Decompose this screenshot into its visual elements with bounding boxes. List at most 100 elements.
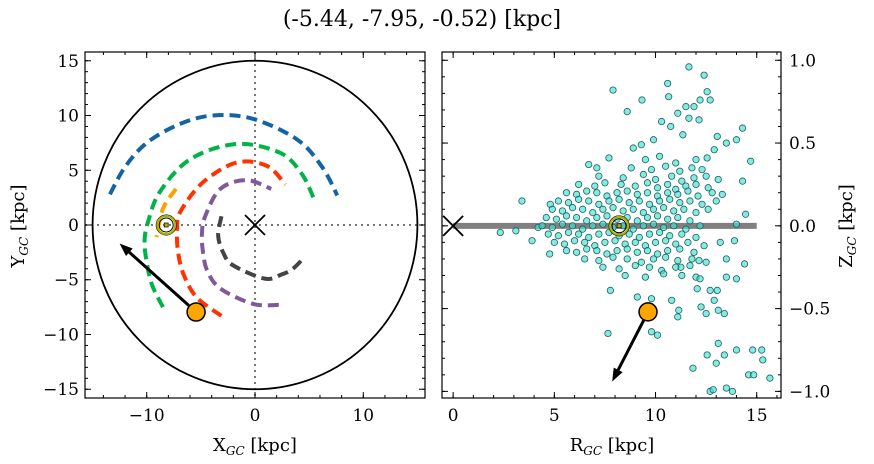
y-tick-label: −10 <box>43 325 79 345</box>
scatter-point <box>589 222 597 230</box>
scatter-point <box>664 189 672 197</box>
scatter-point <box>704 205 712 213</box>
scatter-point <box>615 195 623 203</box>
scatter-point <box>732 346 741 354</box>
scatter-point <box>657 117 666 126</box>
scatter-point <box>708 189 716 197</box>
scatter-point <box>672 263 680 271</box>
spiral-arm-red_arm <box>174 159 287 318</box>
scatter-point <box>583 245 591 253</box>
sun-marker-inner <box>611 218 627 234</box>
scatter-point <box>575 180 583 189</box>
scatter-point <box>655 152 664 160</box>
scatter-point <box>684 238 692 246</box>
scatter-point <box>700 71 708 79</box>
scatter-point <box>609 86 617 94</box>
scatter-point <box>716 238 724 246</box>
scatter-point <box>675 306 683 314</box>
scatter-point <box>655 197 664 205</box>
scatter-point <box>641 156 650 164</box>
scatter-point <box>674 109 682 117</box>
velocity-arrow-head <box>119 243 133 257</box>
scatter-point <box>678 271 686 280</box>
scatter-point <box>685 114 693 122</box>
scatter-point <box>548 205 556 213</box>
scatter-point <box>645 200 654 208</box>
scatter-point <box>655 228 664 237</box>
galaxy-boundary-circle <box>91 59 419 391</box>
scatter-point <box>599 220 607 228</box>
scatter-point <box>595 256 603 265</box>
scatter-point <box>666 195 674 203</box>
scatter-point <box>601 238 609 246</box>
spiral-arm-blue_arm <box>108 113 340 197</box>
y-tick-label: 0 <box>68 216 79 236</box>
scatter-point <box>690 103 698 111</box>
scatter-point <box>690 248 698 256</box>
scatter-point <box>633 248 641 256</box>
scatter-point <box>605 197 613 205</box>
scatter-point <box>585 160 593 169</box>
scatter-point <box>635 197 643 205</box>
scatter-point <box>653 212 662 220</box>
scatter-point <box>688 164 696 172</box>
velocity-arrow-head <box>612 367 623 382</box>
scatter-point <box>682 103 690 111</box>
scatter-point <box>684 187 692 195</box>
scatter-point <box>617 180 625 189</box>
scatter-point <box>672 240 680 248</box>
figure-title: (-5.44, -7.95, -0.52) [kpc] <box>283 7 561 32</box>
scatter-point <box>750 371 758 379</box>
scatter-point <box>653 331 662 339</box>
velocity-arrow-shaft <box>128 251 198 314</box>
scatter-point <box>704 184 712 192</box>
scatter-point <box>562 189 571 197</box>
scatter-point <box>674 313 682 321</box>
scatter-point <box>595 172 603 180</box>
scatter-point <box>572 213 581 222</box>
scatter-point <box>653 184 662 192</box>
scatter-point <box>692 180 700 189</box>
scatter-point <box>575 230 583 238</box>
scatter-point <box>703 88 711 96</box>
scatter-point <box>643 213 652 222</box>
y-tick-label: −15 <box>43 380 79 400</box>
scatter-point <box>637 141 645 149</box>
scatter-point <box>692 233 700 242</box>
scatter-point <box>599 263 607 271</box>
scatter-point <box>631 261 639 270</box>
scatter-point <box>637 258 645 266</box>
scatter-point <box>542 213 550 222</box>
scatter-point <box>649 205 658 213</box>
scatter-point <box>638 96 646 104</box>
scatter-point <box>712 197 720 205</box>
xy-plane-panel: −10 0 10 −15 −10 −5 0 5 10 15 XGC [kpc] YGC [kpc] <box>8 51 426 458</box>
scatter-point <box>664 79 672 88</box>
scatter-point <box>682 225 690 233</box>
scatter-point <box>579 205 587 213</box>
scatter-point <box>629 205 637 213</box>
scatter-point <box>647 165 656 174</box>
scatter-point <box>606 286 614 294</box>
sun-marker-ring <box>609 215 630 236</box>
scatter-point <box>554 232 562 240</box>
scatter-point <box>583 217 591 225</box>
scatter-point <box>639 222 647 230</box>
scatter-point <box>680 205 688 213</box>
scatter-point <box>623 255 631 263</box>
scatter-point <box>649 255 658 263</box>
scatter-point <box>702 258 710 266</box>
scatter-point <box>633 190 641 198</box>
velocity-arrow-shaft <box>616 311 650 371</box>
scatter-point <box>629 225 637 233</box>
y-tick-label: 0.5 <box>789 134 816 154</box>
x-tick-label: 15 <box>746 406 768 426</box>
scatter-point <box>552 215 560 223</box>
scatter-point <box>544 230 552 238</box>
right-x-axis-label: RGC [kpc] <box>570 435 655 458</box>
scatter-point <box>568 204 577 212</box>
scatter-point <box>651 175 660 184</box>
scatter-point <box>649 136 658 144</box>
y-tick-label: 0.0 <box>789 217 816 237</box>
